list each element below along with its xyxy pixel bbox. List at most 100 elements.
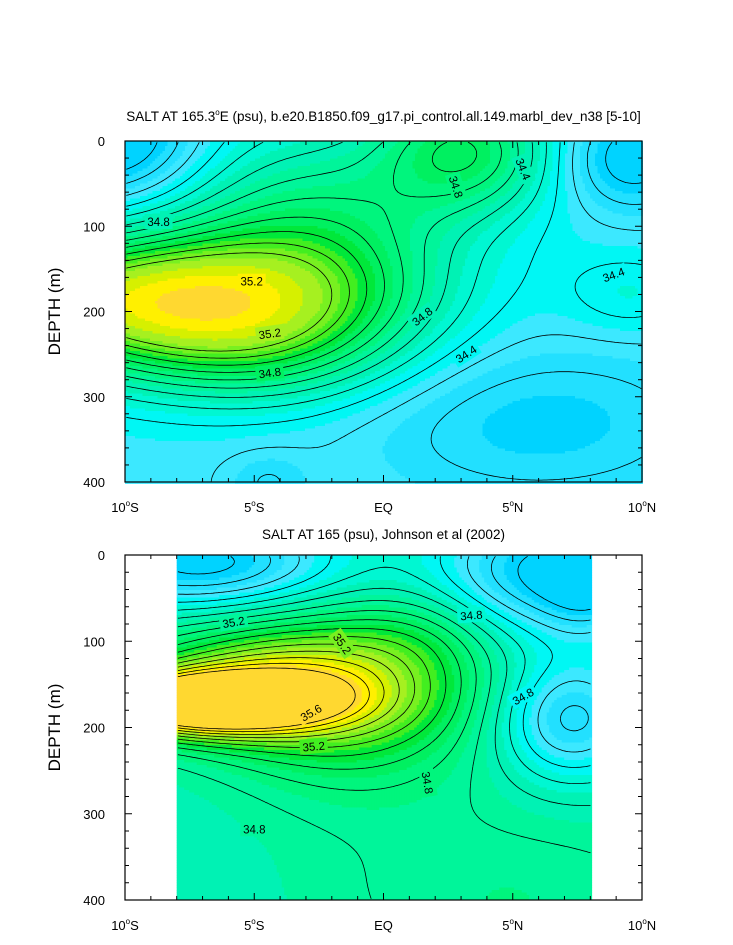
panel-top-cell: [142, 161, 146, 164]
panel-top-cell: [137, 153, 141, 157]
panel-top-cell: [632, 176, 636, 179]
panel-top-cell: [620, 171, 623, 174]
panel-top-cell: [567, 173, 571, 177]
panel-top-cell: [370, 156, 373, 159]
panel-top-cell: [560, 148, 563, 152]
panel-top-cell: [487, 156, 491, 159]
panel-top-cell: [567, 141, 571, 144]
panel-top-cell: [497, 183, 501, 187]
panel-top-cell: [380, 163, 383, 167]
panel-top-cell: [317, 141, 321, 144]
panel-top-cell: [582, 198, 586, 202]
panel-top-cell: [460, 148, 463, 152]
panel-top-cell: [585, 173, 588, 177]
panel-top-cell: [170, 146, 173, 149]
panel-top-cell: [172, 143, 176, 147]
panel-top-cell: [177, 141, 181, 144]
panel-top-cell: [347, 171, 351, 174]
panel-top-cell: [557, 186, 561, 189]
panel-top-cell: [480, 178, 483, 182]
panel-top-cell: [292, 171, 296, 174]
panel-top-cell: [487, 148, 491, 152]
panel-top-cell: [192, 201, 196, 204]
panel-top-cell: [435, 176, 438, 179]
panel-top-cell: [370, 193, 373, 197]
panel-top-cell: [240, 153, 243, 157]
panel-top-cell: [322, 148, 326, 152]
panel-top-cell: [570, 188, 573, 192]
panel-top-cell: [345, 191, 348, 194]
panel-top-cell: [552, 156, 556, 159]
panel-top-cell: [170, 183, 173, 187]
panel-top-cell: [577, 186, 581, 189]
panel-top-cell: [480, 146, 483, 149]
panel-top-cell: [197, 161, 201, 164]
panel-top-cell: [202, 193, 206, 197]
panel-top-cell: [480, 148, 483, 152]
panel-top-cell: [157, 146, 161, 149]
panel-top-cell: [527, 151, 531, 154]
panel-top-cell: [157, 201, 161, 204]
panel-top-cell: [152, 143, 156, 147]
panel-top-cell: [290, 148, 293, 152]
panel-top-cell: [242, 171, 246, 174]
panel-top-cell: [202, 176, 206, 179]
panel-top-cell: [532, 191, 536, 194]
panel-top-cell: [505, 173, 508, 177]
panel-top-cell: [442, 183, 446, 187]
panel-top-cell: [135, 141, 138, 144]
panel-top-cell: [265, 171, 268, 174]
panel-top-cell: [597, 198, 601, 202]
panel-top-cell: [562, 153, 566, 157]
panel-top-cell: [622, 196, 626, 199]
panel-top-cell: [272, 186, 276, 189]
panel-top-cell: [625, 178, 628, 182]
panel-top-cell: [610, 178, 613, 182]
panel-top-cell: [347, 173, 351, 177]
panel-top-cell: [362, 176, 366, 179]
panel-top-cell: [152, 153, 156, 157]
panel-top-cell: [255, 153, 258, 157]
panel-top-cell: [467, 168, 471, 172]
panel-top-cell: [400, 186, 403, 189]
panel-top-cell: [480, 143, 483, 147]
panel-top-cell: [270, 161, 273, 164]
panel-top-cell: [585, 178, 588, 182]
panel-top-cell: [202, 186, 206, 189]
panel-top-cell: [335, 146, 338, 149]
panel-top-cell: [130, 148, 133, 152]
panel-top-cell: [565, 183, 568, 187]
panel-top-cell: [557, 146, 561, 149]
panel-top-cell: [265, 176, 268, 179]
panel-top-cell: [632, 191, 636, 194]
panel-top-cell: [325, 166, 328, 169]
panel-top-cell: [502, 156, 506, 159]
panel-top-cell: [157, 171, 161, 174]
panel-top-cell: [435, 168, 438, 172]
panel-top-cell: [552, 151, 556, 154]
panel-top-cell: [550, 176, 553, 179]
panel-top-cell: [312, 163, 316, 167]
panel-top-cell: [605, 181, 608, 184]
panel-top-cell: [380, 176, 383, 179]
panel-top-cell: [472, 146, 476, 149]
panel-top-cell: [475, 158, 478, 162]
panel-top-cell: [182, 171, 186, 174]
panel-top-cell: [235, 176, 238, 179]
panel-top-cell: [212, 151, 216, 154]
panel-top-cell: [522, 146, 526, 149]
panel-top-cell: [452, 148, 456, 152]
panel-top-cell: [142, 143, 146, 147]
panel-top-cell: [347, 186, 351, 189]
panel-top-cell: [537, 156, 541, 159]
panel-top-cell: [362, 156, 366, 159]
panel-top-cell: [432, 198, 436, 202]
panel-top-cell: [580, 183, 583, 187]
panel-top-cell: [377, 166, 381, 169]
panel-top-cell: [400, 196, 403, 199]
panel-top-cell: [160, 158, 163, 162]
panel-top-cell: [390, 193, 393, 197]
panel-top-cell: [462, 146, 466, 149]
panel-top-cell: [475, 163, 478, 167]
panel-top-cell: [535, 146, 538, 149]
